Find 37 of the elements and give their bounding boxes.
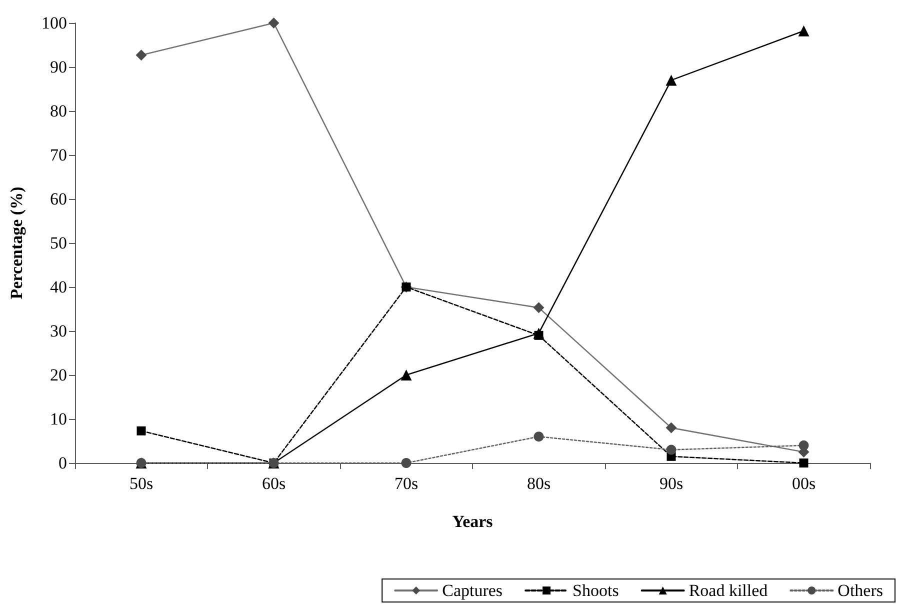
legend-label: Captures <box>442 581 503 600</box>
y-tick-label: 100 <box>42 14 67 32</box>
y-tick-label: 80 <box>50 102 67 120</box>
point <box>400 370 412 380</box>
y-tick-label: 40 <box>50 278 67 296</box>
point <box>136 50 147 61</box>
x-tick-label: 60s <box>262 474 286 493</box>
y-tick-label: 70 <box>50 146 67 164</box>
y-tick-label: 50 <box>50 234 67 252</box>
x-tick-label: 80s <box>526 474 551 493</box>
point <box>534 432 544 442</box>
x-axis-title: Years <box>452 512 494 531</box>
point <box>533 302 544 314</box>
y-tick-label: 20 <box>50 366 67 384</box>
y-axis-title: Percentage (%) <box>7 186 26 300</box>
y-tick-label: 90 <box>50 58 67 76</box>
point <box>799 458 808 468</box>
y-tick-label: 30 <box>50 322 67 340</box>
legend-label: Shoots <box>572 581 619 600</box>
point <box>798 25 810 36</box>
y-tick-label: 10 <box>50 410 67 428</box>
x-tick-label: 50s <box>129 474 154 493</box>
x-tick-label: 00s <box>792 474 816 493</box>
legend-label: Others <box>838 581 884 600</box>
x-tick-label: 90s <box>659 474 684 493</box>
point <box>666 444 676 455</box>
point <box>268 18 280 28</box>
point <box>798 440 809 450</box>
point <box>533 328 544 339</box>
point <box>666 422 677 434</box>
point <box>666 74 677 86</box>
point <box>136 426 146 436</box>
y-tick-label: 0 <box>58 454 67 472</box>
legend-label: Road killed <box>688 581 768 600</box>
point <box>401 458 412 468</box>
y-tick-label: 60 <box>50 190 67 208</box>
x-tick-label: 70s <box>394 474 418 493</box>
